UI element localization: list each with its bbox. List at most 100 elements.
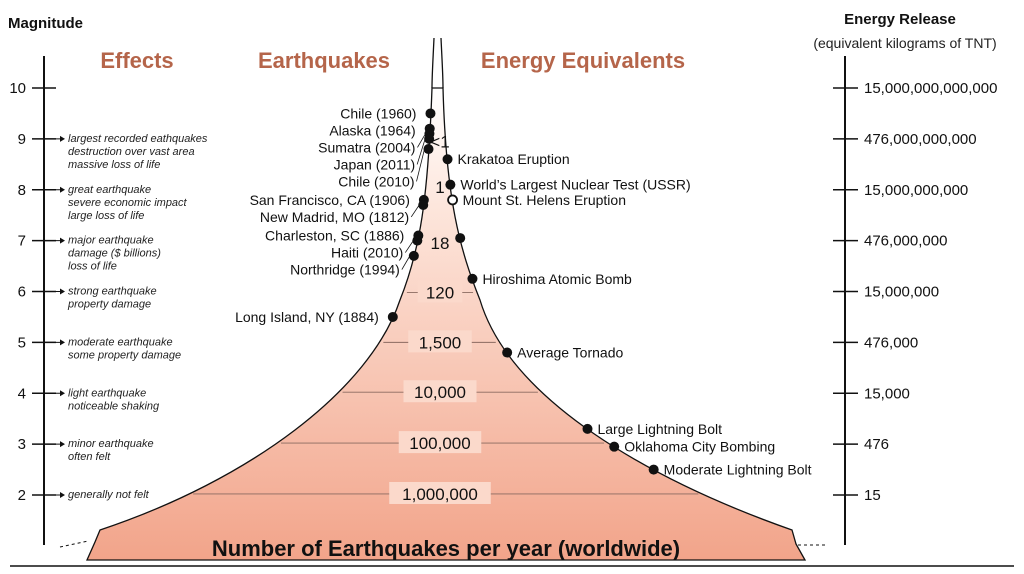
earthquake-count-label: 120 (426, 284, 454, 303)
effect-text: destruction over vast area (68, 146, 195, 158)
energy-tick-label: 15,000,000,000 (864, 182, 968, 199)
effect-arrow-head (60, 186, 65, 193)
earthquakes-section-title: Earthquakes (258, 48, 390, 73)
earthquake-label: Chile (1960) (340, 105, 416, 121)
earthquake-count-label: 100,000 (409, 434, 470, 453)
break-mark-left (59, 540, 89, 548)
earthquake-marker (387, 311, 398, 322)
energy-tick-label: 15 (864, 487, 881, 504)
magnitude-tick-label: 9 (18, 131, 26, 148)
effect-text: often felt (68, 451, 111, 463)
energy-equivalent-marker (609, 441, 620, 452)
energy-equivalent-marker-hollow (447, 194, 458, 206)
effect-arrow-head (60, 135, 65, 142)
effect-arrow-head (60, 339, 65, 346)
effect-arrow-head (60, 390, 65, 397)
earthquake-label: San Francisco, CA (1906) (250, 192, 410, 208)
energy-axis-title: Energy Release (844, 11, 956, 28)
earthquake-label: Charleston, SC (1886) (265, 228, 404, 244)
magnitude-tick-label: 7 (18, 233, 26, 250)
energy-equivalent-label: Large Lightning Bolt (597, 421, 722, 437)
earthquake-leader-line (416, 148, 425, 182)
energy-tick-label: 476 (864, 436, 889, 453)
magnitude-tick-label: 10 (9, 80, 26, 97)
effect-arrow-head (60, 237, 65, 244)
energy-equivalents-section-title: Energy Equivalents (481, 48, 685, 73)
earthquake-count-label: 1,500 (419, 333, 462, 352)
energy-equivalent-marker (582, 423, 593, 434)
count-label-backdrop (403, 380, 477, 403)
earthquake-count-label: 10,000 (414, 383, 466, 402)
earthquake-label: Haiti (2010) (331, 245, 403, 261)
magnitude-tick-label: 8 (18, 182, 26, 199)
count-label-backdrop (408, 330, 472, 353)
effect-text: severe economic impact (68, 197, 188, 209)
energy-equivalent-label: Moderate Lightning Bolt (664, 462, 812, 478)
earthquake-label: Japan (2011) (334, 156, 415, 172)
effect-text: noticeable shaking (68, 400, 160, 412)
count-label-backdrop (417, 280, 463, 303)
earthquake-count-label: 18 (431, 234, 450, 253)
magnitude-tick-label: 4 (18, 385, 26, 402)
energy-axis-subtitle: (equivalent kilograms of TNT) (813, 35, 996, 51)
energy-equivalent-label: Hiroshima Atomic Bomb (482, 271, 632, 287)
effect-text: light earthquake (68, 387, 146, 399)
energy-equivalent-marker (455, 233, 466, 244)
effect-text: strong earthquake (68, 286, 157, 298)
earthquake-label: Sumatra (2004) (318, 139, 415, 155)
magnitude-axis-title: Magnitude (8, 15, 83, 32)
effect-text: great earthquake (68, 184, 151, 196)
effect-text: generally not felt (68, 489, 150, 501)
magnitude-tick-label: 6 (18, 284, 26, 301)
effect-arrow-head (60, 441, 65, 448)
effect-text: largest recorded eathquakes (68, 133, 208, 145)
energy-equivalent-label: Mount St. Helens Eruption (463, 192, 626, 208)
energy-tick-label: 476,000,000 (864, 233, 947, 250)
energy-equivalent-label: Average Tornado (517, 345, 623, 361)
effect-text: moderate earthquake (68, 336, 173, 348)
energy-equivalent-marker (442, 154, 453, 165)
earthquake-leader-line (401, 255, 411, 270)
earthquake-label: Long Island, NY (1884) (235, 309, 379, 325)
earthquake-leader-line (404, 240, 414, 253)
earthquake-leader-line (417, 133, 426, 148)
funnel-footer-title: Number of Earthquakes per year (worldwid… (212, 536, 680, 561)
earthquake-label: Alaska (1964) (329, 122, 415, 138)
effects-section-title: Effects (100, 48, 173, 73)
energy-equivalent-marker (648, 464, 659, 475)
effect-arrow-head (60, 492, 65, 498)
energy-equivalent-label: Krakatoa Eruption (458, 151, 570, 167)
effect-text: some property damage (68, 349, 181, 361)
energy-tick-label: 476,000 (864, 334, 918, 351)
energy-tick-label: 15,000,000 (864, 284, 939, 301)
effect-text: damage ($ billions) (68, 248, 161, 260)
earthquake-marker (418, 200, 429, 211)
energy-equivalent-marker (502, 347, 513, 358)
earthquake-label: New Madrid, MO (1812) (260, 209, 409, 225)
energy-equivalent-label: World’s Largest Nuclear Test (USSR) (460, 177, 690, 193)
energy-equivalent-marker (445, 179, 456, 190)
energy-tick-label: 15,000 (864, 385, 910, 402)
energy-tick-label: 15,000,000,000,000 (864, 80, 997, 97)
earthquake-marker (425, 108, 436, 119)
earthquake-count-funnel (85, 87, 807, 561)
effect-text: minor earthquake (68, 438, 154, 450)
earthquake-count-label: 1 (435, 178, 444, 197)
energy-equivalent-label: Oklahoma City Bombing (624, 439, 775, 455)
effect-text: large loss of life (68, 210, 144, 222)
funnel-stem (440, 37, 444, 89)
funnel-stem (431, 37, 435, 89)
earthquake-marker (424, 133, 435, 144)
earthquake-leader-line (416, 138, 426, 165)
magnitude-tick-label: 2 (18, 487, 26, 504)
effect-text: major earthquake (68, 235, 154, 247)
count-label-backdrop (398, 431, 482, 454)
magnitude-tick-label: 5 (18, 334, 26, 351)
magnitude-tick-label: 3 (18, 436, 26, 453)
earthquake-label: Chile (2010) (338, 173, 414, 189)
earthquake-leader-line (410, 204, 420, 218)
effect-text: loss of life (68, 261, 117, 273)
effect-arrow-head (60, 288, 65, 295)
energy-equivalent-marker (467, 273, 478, 284)
earthquake-label: Northridge (1994) (290, 262, 400, 278)
